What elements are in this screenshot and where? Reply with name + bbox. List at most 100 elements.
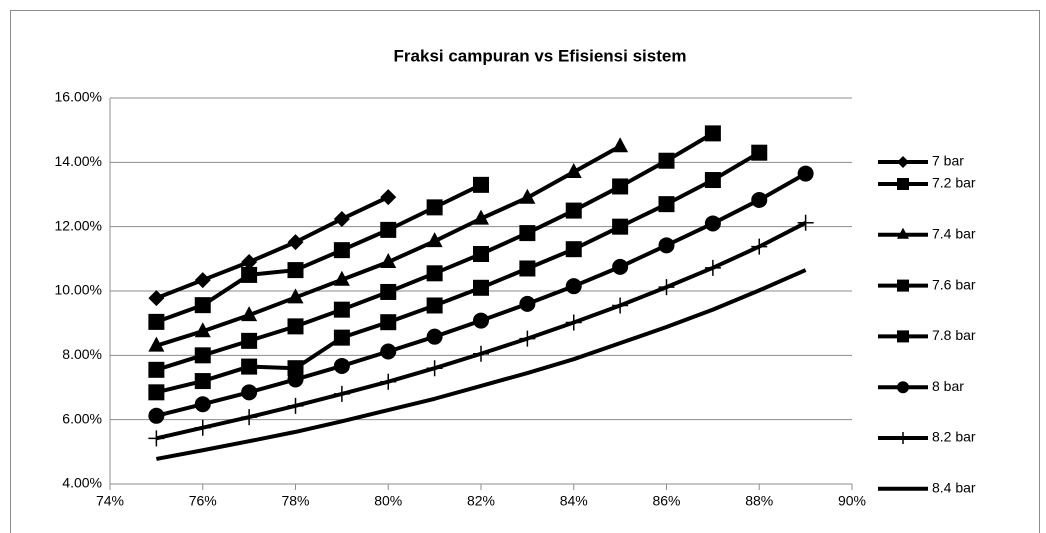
marker: [658, 237, 675, 254]
marker: [380, 253, 397, 269]
marker: [380, 373, 397, 390]
marker: [897, 156, 909, 168]
marker: [287, 318, 304, 335]
marker: [751, 238, 768, 255]
marker: [658, 196, 675, 213]
marker: [426, 199, 443, 216]
legend-label: 7.8 bar: [932, 327, 976, 343]
x-tick-label: 82%: [467, 493, 495, 509]
marker: [612, 178, 629, 195]
marker: [897, 330, 909, 343]
marker: [704, 172, 721, 189]
marker: [612, 218, 629, 235]
marker: [241, 306, 258, 322]
legend-label: 8 bar: [932, 378, 964, 394]
marker: [658, 279, 675, 296]
marker: [473, 246, 489, 263]
marker: [333, 357, 350, 374]
marker: [897, 178, 909, 190]
marker: [287, 234, 304, 251]
marker: [333, 329, 350, 346]
marker: [426, 297, 443, 314]
marker: [148, 361, 165, 378]
marker: [519, 260, 536, 277]
x-tick-label: 76%: [189, 493, 217, 509]
marker: [612, 137, 629, 153]
marker: [287, 262, 304, 279]
marker: [426, 360, 443, 377]
marker: [704, 125, 721, 142]
marker: [380, 221, 397, 238]
x-tick-label: 90%: [838, 493, 866, 509]
series-line: [156, 268, 807, 461]
marker: [194, 297, 211, 314]
marker: [148, 290, 165, 307]
marker: [897, 381, 909, 394]
marker: [380, 314, 397, 331]
legend-label: 7 bar: [932, 153, 964, 169]
marker: [704, 259, 721, 276]
marker: [897, 432, 909, 444]
marker: [565, 241, 582, 258]
marker: [148, 430, 165, 447]
marker: [704, 215, 721, 232]
marker: [473, 345, 489, 362]
marker: [333, 242, 350, 259]
marker: [241, 254, 258, 271]
legend-label: 8.4 bar: [932, 480, 976, 496]
marker: [380, 189, 397, 206]
x-tick-label: 78%: [281, 493, 309, 509]
chart-title: Fraksi campuran vs Efisiensi sistem: [394, 46, 687, 65]
marker: [426, 232, 443, 248]
marker: [194, 347, 211, 364]
x-tick-label: 74%: [96, 493, 124, 509]
marker: [751, 144, 768, 161]
marker: [473, 312, 489, 329]
series-line: [155, 195, 390, 300]
x-tick-label: 88%: [745, 493, 773, 509]
marker: [473, 279, 489, 296]
marker: [241, 384, 258, 401]
marker: [565, 314, 582, 331]
marker: [241, 332, 258, 349]
marker: [287, 360, 304, 377]
marker: [380, 343, 397, 360]
y-tick-label: 14.00%: [55, 153, 102, 169]
marker: [333, 210, 350, 227]
y-tick-label: 16.00%: [55, 89, 102, 105]
y-tick-label: 10.00%: [55, 282, 102, 298]
x-tick-label: 84%: [560, 493, 588, 509]
legend-label: 8.2 bar: [932, 429, 976, 445]
legend-label: 7.4 bar: [932, 226, 976, 242]
marker: [519, 225, 536, 242]
marker: [194, 419, 211, 436]
marker: [241, 358, 258, 375]
marker: [612, 297, 629, 314]
marker: [519, 330, 536, 347]
marker: [194, 322, 211, 338]
x-tick-label: 80%: [374, 493, 402, 509]
marker: [658, 152, 675, 169]
marker: [148, 384, 165, 401]
marker: [473, 176, 489, 193]
marker: [333, 301, 350, 318]
legend-label: 7.6 bar: [932, 276, 976, 292]
legend-label: 7.2 bar: [932, 175, 976, 191]
y-tick-label: 4.00%: [62, 475, 102, 491]
marker: [287, 397, 304, 414]
marker: [380, 283, 397, 300]
marker: [148, 313, 165, 330]
y-tick-label: 8.00%: [62, 346, 102, 362]
marker: [426, 328, 443, 345]
marker: [148, 407, 165, 424]
marker: [287, 371, 304, 388]
marker: [897, 279, 909, 292]
y-tick-label: 6.00%: [62, 410, 102, 426]
marker: [897, 227, 909, 239]
marker: [287, 288, 304, 304]
marker: [241, 409, 258, 426]
marker: [565, 278, 582, 295]
x-tick-label: 86%: [652, 493, 680, 509]
marker: [565, 202, 582, 219]
